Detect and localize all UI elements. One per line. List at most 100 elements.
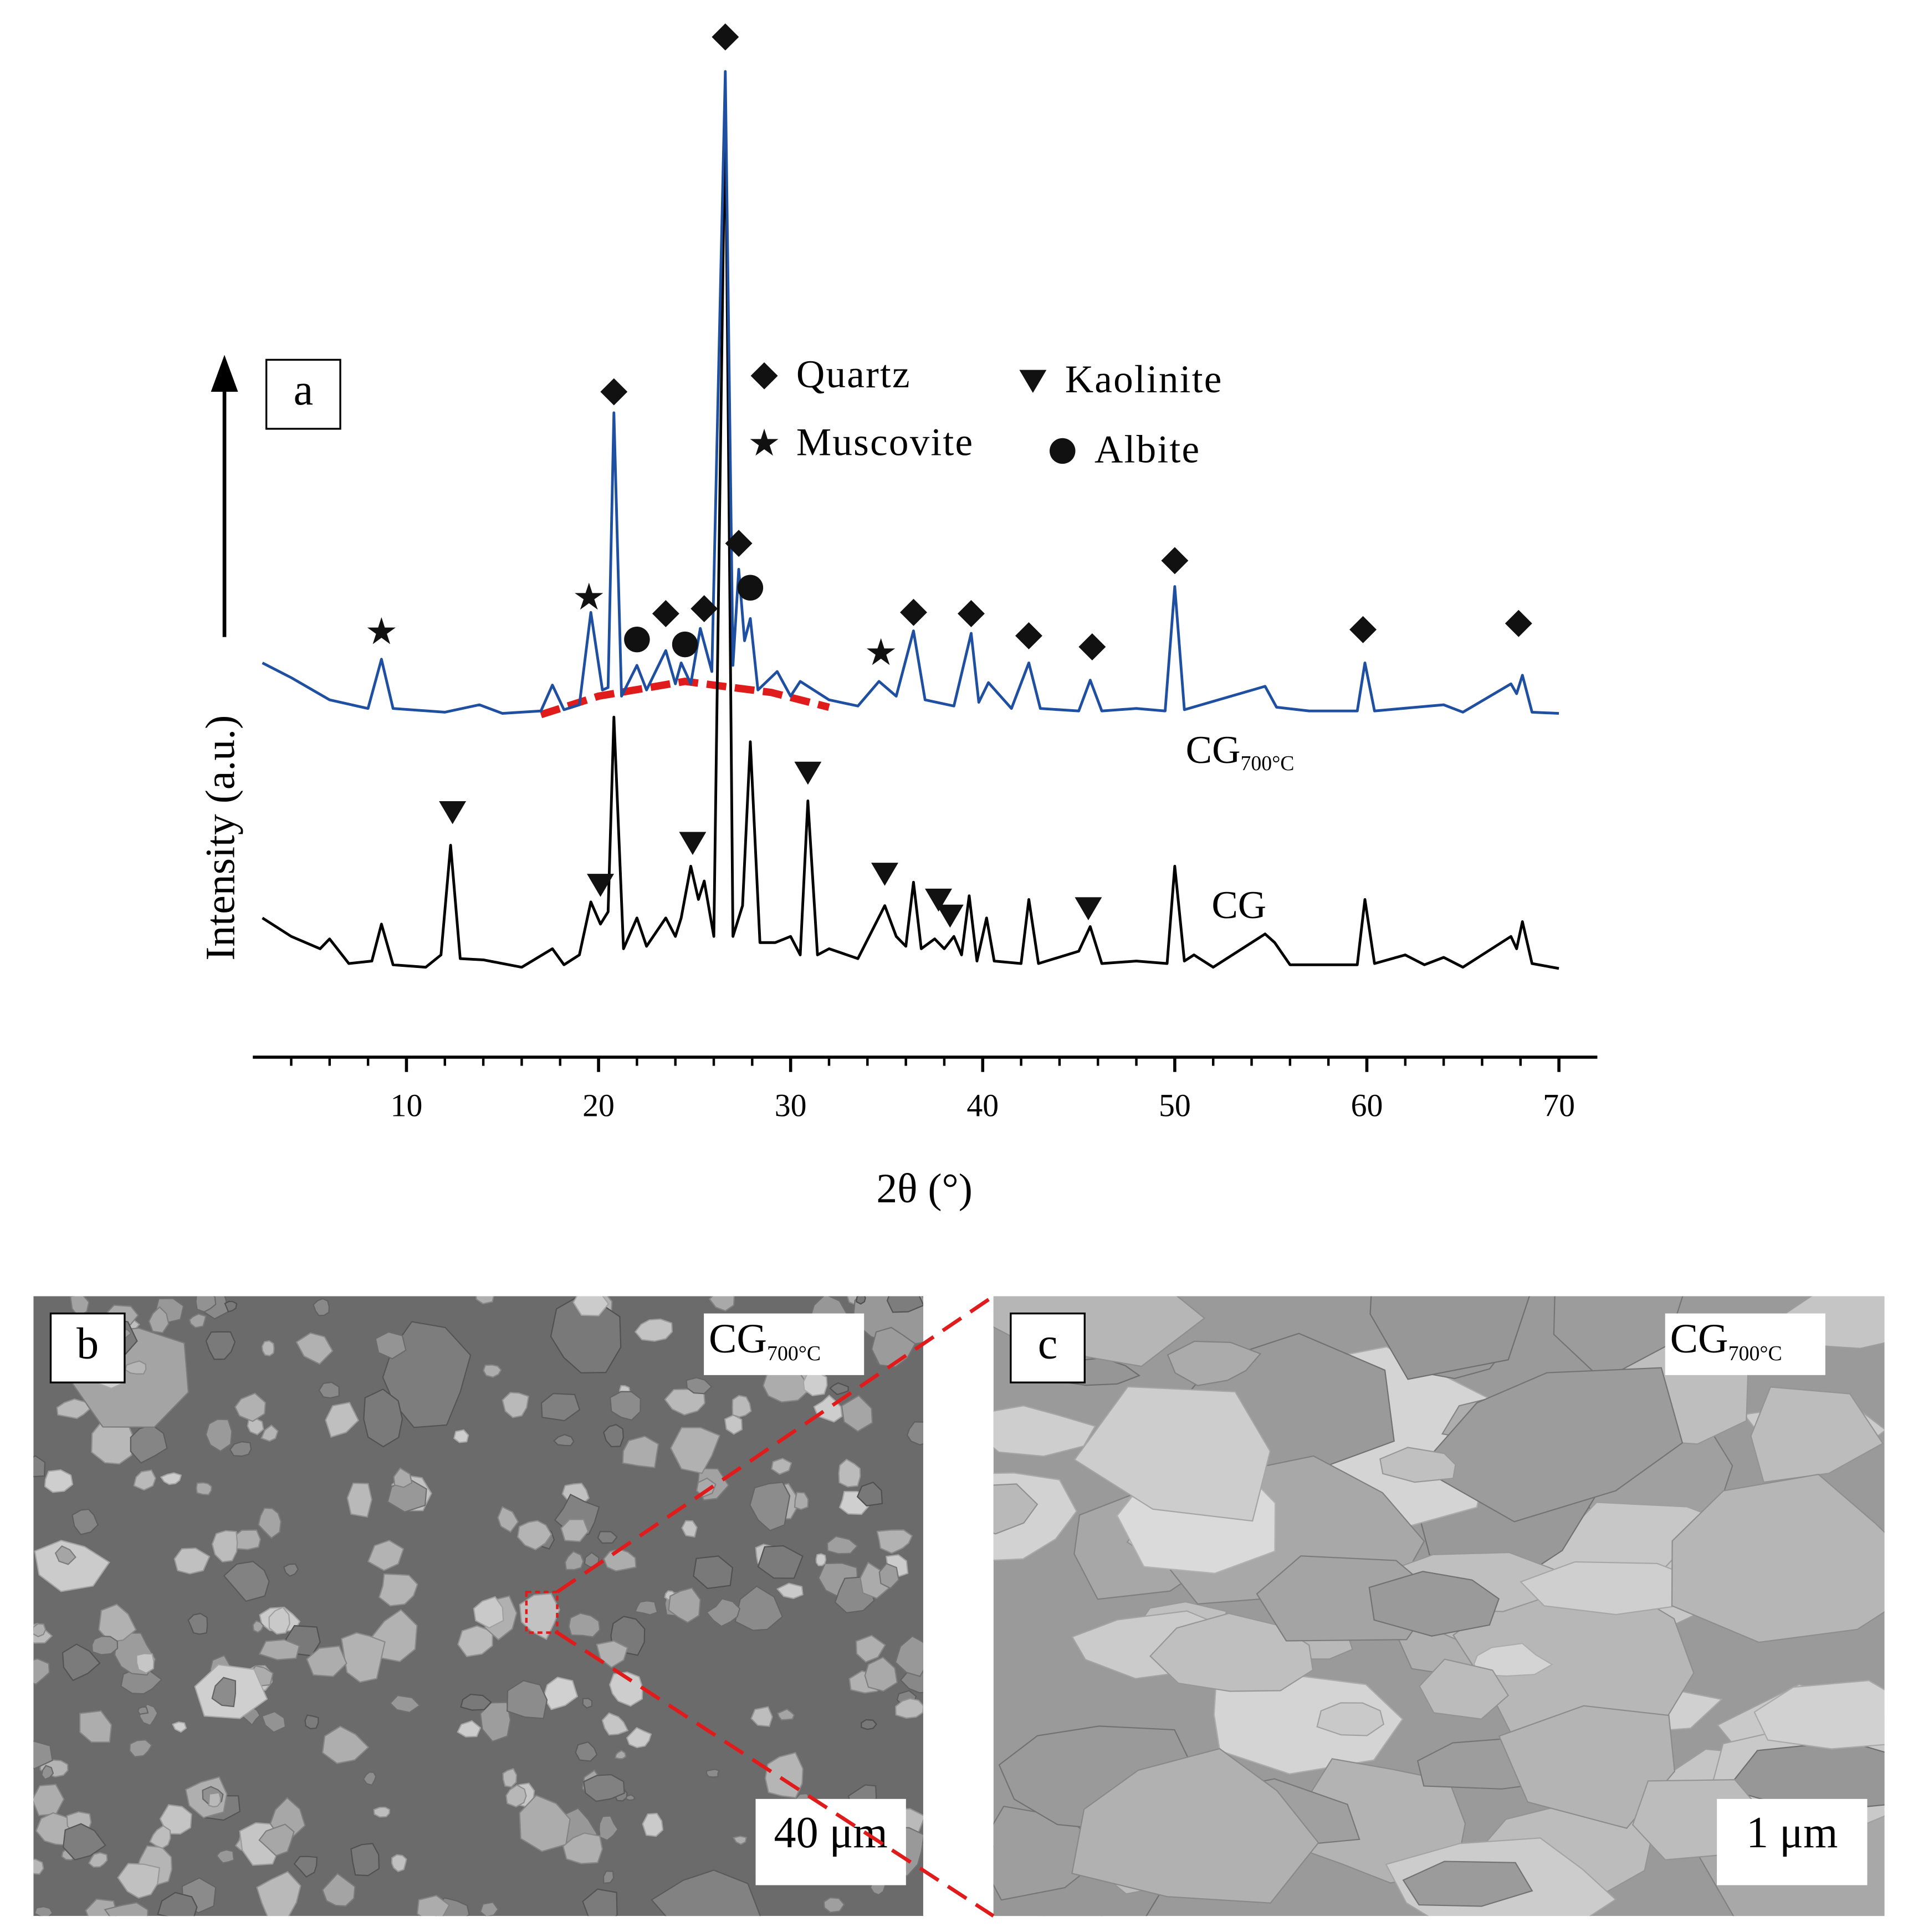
sample-label: CG700°C (709, 1316, 821, 1365)
sem-particle (373, 1806, 391, 1818)
series-label: CG (1211, 884, 1266, 927)
sem-particle (841, 1395, 873, 1432)
sem-particle (749, 1482, 791, 1531)
phase-marker (624, 626, 650, 653)
sem-particle (583, 1774, 625, 1802)
legend-label: Quartz (796, 353, 911, 396)
sem-particle (473, 1596, 504, 1629)
phase-marker (1349, 616, 1377, 643)
sem-particle (44, 1469, 74, 1493)
sem-particle (572, 1296, 610, 1316)
sem-particle (260, 1424, 279, 1442)
sem-particle (894, 1635, 923, 1677)
sem-particle (1498, 1705, 1675, 1829)
series-label: CG700°C (1186, 729, 1295, 775)
sem-particle (560, 1519, 589, 1542)
sem-particle (826, 1535, 858, 1555)
sem-particle (160, 1472, 182, 1485)
sem-particle (211, 1530, 238, 1563)
sem-particle (575, 1741, 598, 1762)
sem-particle (553, 1434, 575, 1447)
sem-particle (906, 1421, 923, 1446)
x-tick-label: 50 (1159, 1088, 1191, 1124)
sem-particle (855, 1634, 886, 1663)
sem-particle (886, 1296, 923, 1313)
scale-label: 1 μm (1746, 1808, 1838, 1857)
phase-marker (958, 600, 985, 627)
xrd-line (262, 95, 1559, 970)
sem-particle (79, 1710, 112, 1743)
sample-box (704, 1313, 865, 1375)
sem-particle (519, 1795, 571, 1852)
phase-marker (871, 863, 898, 886)
phase-marker (725, 530, 753, 557)
phase-marker (690, 595, 718, 623)
sem-particle (460, 1693, 492, 1711)
scale-label: 40 μm (774, 1808, 888, 1857)
sem-particle (367, 1540, 405, 1571)
x-tick-label: 20 (582, 1088, 615, 1124)
sem-particle (1419, 1658, 1510, 1720)
phase-marker (1078, 633, 1106, 660)
sem-particle (62, 1643, 101, 1682)
sem-particle (88, 1852, 108, 1868)
sem-particle (497, 1506, 519, 1533)
sem-particle (173, 1547, 211, 1575)
sem-image (993, 1296, 1885, 1916)
sem-particle (148, 1306, 170, 1334)
sem-particle (599, 1815, 619, 1841)
sem-particle (1071, 1747, 1319, 1904)
sem-particle (596, 1640, 628, 1668)
sem-particle (188, 1313, 207, 1329)
sem-particle (864, 1656, 898, 1692)
sample-name: CG (709, 1316, 767, 1362)
sem-particle (802, 1371, 828, 1397)
sem-particle (33, 1740, 53, 1770)
sem-particle (453, 1429, 469, 1443)
sem-particle (838, 1458, 861, 1488)
sem-particle (507, 1680, 548, 1719)
phase-marker (672, 631, 698, 658)
series-name: CG (1186, 729, 1241, 772)
sem-particle (223, 1561, 270, 1602)
sem-particle (137, 1706, 149, 1715)
sem-particle (602, 1870, 615, 1884)
sem-particle (313, 1298, 330, 1316)
sem-particle (258, 1823, 295, 1857)
zoom-box (525, 1590, 559, 1634)
panel-label-box (49, 1312, 126, 1383)
sem-particle (34, 1906, 54, 1916)
sem-particle (705, 1598, 741, 1627)
phase-marker (367, 617, 396, 644)
phase-marker (679, 832, 707, 855)
sem-particle (389, 1694, 421, 1713)
sem-particle (815, 1553, 827, 1566)
panel-label-box (265, 358, 341, 430)
sem-particle (1473, 1643, 1553, 1677)
sem-particle (776, 1582, 804, 1600)
sem-particle (597, 1531, 618, 1544)
sem-particle (391, 1854, 407, 1873)
sem-particle (626, 1726, 652, 1749)
sem-particle (794, 1492, 809, 1510)
scale-box (1717, 1798, 1868, 1875)
sem-particle (104, 1902, 149, 1916)
sem-particle (1402, 1861, 1533, 1907)
sem-particle (609, 1391, 641, 1421)
scale-box (755, 1798, 906, 1875)
sem-particle (362, 1771, 377, 1786)
sem-particle (318, 1381, 340, 1399)
sem-particle (993, 1483, 1039, 1535)
sem-particle (540, 1393, 581, 1422)
sem-particle (33, 1455, 46, 1478)
sem-particle (33, 1858, 44, 1875)
sem-particle (33, 1623, 47, 1638)
phase-marker (900, 598, 927, 626)
phase-marker (1505, 609, 1532, 637)
sem-particle (69, 1296, 90, 1318)
sem-particle (686, 1377, 713, 1395)
sem-image (33, 1296, 923, 1916)
sem-particle (304, 1714, 319, 1730)
